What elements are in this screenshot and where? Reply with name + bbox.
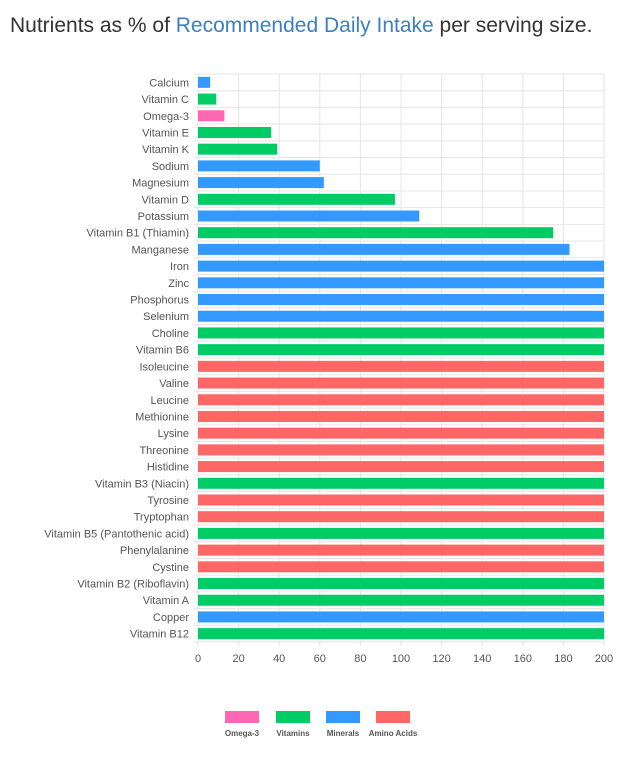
legend-swatch-omega-3[interactable] bbox=[225, 711, 259, 723]
category-label-potassium: Potassium bbox=[138, 211, 189, 223]
legend-label-omega-3[interactable]: Omega-3 bbox=[225, 729, 260, 738]
bar-tryptophan[interactable] bbox=[198, 511, 604, 523]
bar-omega-3[interactable] bbox=[198, 110, 225, 122]
x-tick-label-120: 120 bbox=[432, 653, 450, 665]
bar-vitamin-k[interactable] bbox=[198, 143, 278, 155]
bar-phenylalanine[interactable] bbox=[198, 544, 604, 556]
category-label-vitamin-b12: Vitamin B12 bbox=[130, 629, 189, 641]
x-tick-label-80: 80 bbox=[354, 653, 366, 665]
category-label-threonine: Threonine bbox=[139, 445, 189, 457]
bar-potassium[interactable] bbox=[198, 210, 420, 222]
category-label-omega-3: Omega-3 bbox=[143, 111, 189, 123]
bar-sodium[interactable] bbox=[198, 160, 320, 172]
category-label-vitamin-b2-riboflavin: Vitamin B2 (Riboflavin) bbox=[77, 579, 189, 591]
category-label-histidine: Histidine bbox=[147, 462, 189, 474]
bar-vitamin-d[interactable] bbox=[198, 193, 395, 205]
bar-threonine[interactable] bbox=[198, 444, 604, 456]
x-axis-ticks: 0 20 40 60 80 100 120 140 160 180 200 bbox=[195, 653, 613, 665]
category-label-vitamin-k: Vitamin K bbox=[142, 144, 190, 156]
category-label-choline: Choline bbox=[152, 328, 189, 340]
category-label-tyrosine: Tyrosine bbox=[147, 495, 189, 507]
category-label-valine: Valine bbox=[159, 378, 189, 390]
category-label-magnesium: Magnesium bbox=[132, 178, 189, 190]
bar-copper[interactable] bbox=[198, 611, 604, 623]
bar-cystine[interactable] bbox=[198, 561, 604, 573]
category-label-isoleucine: Isoleucine bbox=[139, 361, 189, 373]
bar-leucine[interactable] bbox=[198, 394, 604, 406]
category-label-phosphorus: Phosphorus bbox=[130, 295, 189, 307]
bar-calcium[interactable] bbox=[198, 76, 211, 88]
bar-tyrosine[interactable] bbox=[198, 494, 604, 506]
bar-vitamin-c[interactable] bbox=[198, 93, 217, 105]
chart-title: Nutrients as % of Recommended Daily Inta… bbox=[10, 14, 592, 38]
category-label-vitamin-b1-thiamin: Vitamin B1 (Thiamin) bbox=[87, 228, 190, 240]
legend-label-minerals[interactable]: Minerals bbox=[327, 729, 360, 738]
bar-methionine[interactable] bbox=[198, 410, 604, 422]
bar-isoleucine[interactable] bbox=[198, 360, 604, 372]
chart-bars bbox=[198, 76, 604, 640]
category-label-zinc: Zinc bbox=[168, 278, 189, 290]
category-labels: Calcium Vitamin C Omega-3 Vitamin E Vitamin … bbox=[44, 77, 189, 640]
category-label-calcium: Calcium bbox=[149, 77, 189, 89]
legend-label-amino-acids[interactable]: Amino Acids bbox=[369, 729, 418, 738]
x-tick-label-100: 100 bbox=[392, 653, 410, 665]
x-tick-label-140: 140 bbox=[473, 653, 491, 665]
bar-vitamin-b6[interactable] bbox=[198, 344, 604, 356]
bar-vitamin-b5-pantothenic-acid[interactable] bbox=[198, 527, 604, 539]
legend-swatch-amino-acids[interactable] bbox=[376, 711, 410, 723]
bar-choline[interactable] bbox=[198, 327, 604, 339]
category-label-vitamin-b5-pantothenic-acid: Vitamin B5 (Pantothenic acid) bbox=[44, 528, 189, 540]
bar-valine[interactable] bbox=[198, 377, 604, 389]
title-link[interactable]: Recommended Daily Intake bbox=[175, 14, 434, 37]
title-prefix: Nutrients as % of bbox=[10, 14, 176, 37]
x-tick-label-60: 60 bbox=[314, 653, 326, 665]
bar-vitamin-b2-riboflavin[interactable] bbox=[198, 578, 604, 590]
category-label-vitamin-b6: Vitamin B6 bbox=[136, 345, 189, 357]
category-label-iron: Iron bbox=[170, 261, 189, 273]
bar-vitamin-b3-niacin[interactable] bbox=[198, 477, 604, 489]
bar-vitamin-b1-thiamin[interactable] bbox=[198, 227, 554, 239]
title-suffix: per serving size. bbox=[433, 14, 593, 37]
chart-grid bbox=[194, 73, 605, 646]
category-label-leucine: Leucine bbox=[150, 395, 189, 407]
category-label-sodium: Sodium bbox=[152, 161, 189, 173]
category-label-vitamin-e: Vitamin E bbox=[142, 127, 189, 139]
legend-label-vitamins[interactable]: Vitamins bbox=[276, 729, 310, 738]
bar-vitamin-a[interactable] bbox=[198, 594, 604, 606]
bar-vitamin-e[interactable] bbox=[198, 126, 272, 138]
bar-iron[interactable] bbox=[198, 260, 604, 272]
x-tick-label-180: 180 bbox=[554, 653, 572, 665]
x-tick-label-40: 40 bbox=[273, 653, 285, 665]
bar-vitamin-b12[interactable] bbox=[198, 628, 604, 640]
category-label-vitamin-d: Vitamin D bbox=[142, 194, 190, 206]
bar-phosphorus[interactable] bbox=[198, 294, 604, 306]
category-label-manganese: Manganese bbox=[132, 244, 190, 256]
chart-legend: Omega-3 Vitamins Minerals Amino Acids bbox=[225, 711, 418, 738]
bar-lysine[interactable] bbox=[198, 427, 604, 439]
bar-selenium[interactable] bbox=[198, 310, 604, 322]
category-label-cystine: Cystine bbox=[152, 562, 189, 574]
category-label-tryptophan: Tryptophan bbox=[134, 512, 189, 524]
legend-swatch-minerals[interactable] bbox=[326, 711, 360, 723]
category-label-phenylalanine: Phenylalanine bbox=[120, 545, 189, 557]
category-label-copper: Copper bbox=[153, 612, 189, 624]
x-tick-label-160: 160 bbox=[514, 653, 532, 665]
bar-histidine[interactable] bbox=[198, 461, 604, 473]
bar-zinc[interactable] bbox=[198, 277, 604, 289]
category-label-methionine: Methionine bbox=[135, 411, 189, 423]
bar-magnesium[interactable] bbox=[198, 177, 324, 189]
category-label-vitamin-c: Vitamin C bbox=[142, 94, 190, 106]
legend-swatch-vitamins[interactable] bbox=[276, 711, 310, 723]
bar-manganese[interactable] bbox=[198, 243, 570, 255]
category-label-vitamin-a: Vitamin A bbox=[143, 595, 190, 607]
x-tick-label-0: 0 bbox=[195, 653, 201, 665]
category-label-vitamin-b3-niacin: Vitamin B3 (Niacin) bbox=[95, 478, 189, 490]
category-label-lysine: Lysine bbox=[158, 428, 189, 440]
x-tick-label-200: 200 bbox=[595, 653, 613, 665]
x-tick-label-20: 20 bbox=[232, 653, 244, 665]
category-label-selenium: Selenium bbox=[143, 311, 189, 323]
